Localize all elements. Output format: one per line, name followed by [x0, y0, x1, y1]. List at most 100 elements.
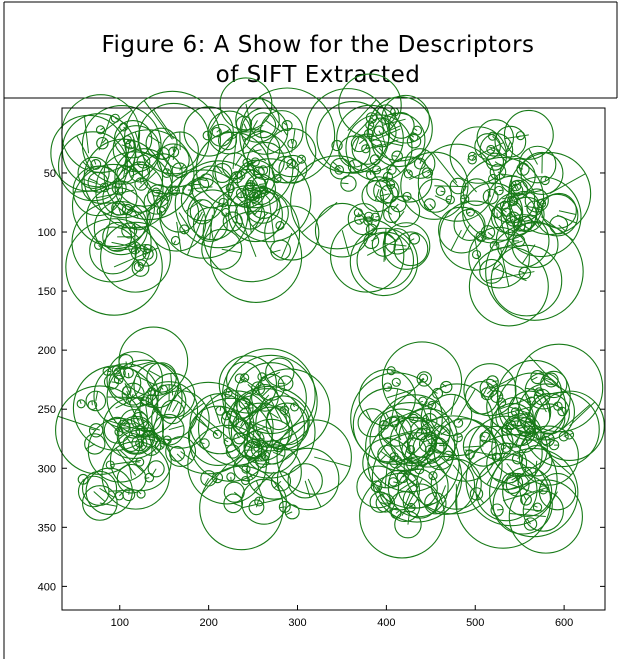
- keypoint-orientation: [377, 168, 381, 170]
- keypoint-orientation: [370, 171, 371, 175]
- keypoint-orientation: [173, 402, 179, 412]
- y-tick-label: 200: [38, 345, 56, 357]
- x-tick-label: 200: [199, 617, 217, 629]
- y-tick-label: 400: [38, 581, 56, 593]
- keypoint-orientation: [550, 174, 586, 194]
- keypoint-orientation: [488, 232, 493, 236]
- keypoint-orientation: [277, 177, 281, 179]
- keypoint-orientation: [152, 469, 156, 476]
- keypoint: [331, 219, 404, 292]
- keypoint-orientation: [267, 372, 280, 378]
- keypoint-orientation: [430, 204, 434, 208]
- y-tick-label: 300: [38, 463, 56, 475]
- keypoint-orientation: [382, 132, 386, 146]
- keypoint-orientation: [368, 221, 372, 222]
- keypoint-orientation: [279, 507, 284, 508]
- keypoint-orientation: [234, 492, 242, 498]
- keypoint: [202, 229, 242, 269]
- keypoint-orientation: [241, 499, 282, 508]
- keypoint-orientation: [562, 405, 590, 430]
- keypoint-orientation: [446, 199, 450, 200]
- keypoint-orientation: [441, 191, 445, 192]
- y-tick-label: 250: [38, 404, 56, 416]
- keypoint-orientation: [453, 465, 484, 503]
- keypoint-orientation: [94, 492, 105, 502]
- keypoint-orientation: [220, 407, 221, 411]
- keypoint: [491, 245, 562, 316]
- keypoint-orientation: [532, 377, 538, 380]
- keypoint-orientation: [96, 391, 98, 401]
- keypoint-orientation: [458, 420, 461, 423]
- keypoint: [172, 236, 180, 244]
- keypoint-orientation: [359, 139, 365, 144]
- keypoint-orientation: [387, 169, 392, 170]
- keypoint-orientation: [487, 272, 535, 281]
- keypoint-orientation: [77, 136, 93, 166]
- keypoint-orientation: [519, 271, 524, 273]
- keypoint-orientation: [491, 149, 495, 151]
- keypoint-orientation: [200, 179, 206, 180]
- keypoint-orientation: [273, 452, 284, 456]
- keypoint-orientation: [235, 155, 242, 166]
- keypoint-orientation: [305, 481, 310, 497]
- keypoint-orientation: [119, 493, 122, 496]
- keypoint: [392, 378, 400, 386]
- y-tick-label: 350: [38, 522, 56, 534]
- keypoint: [436, 187, 445, 196]
- keypoint-orientation: [534, 506, 538, 507]
- keypoint-orientation: [174, 241, 176, 245]
- x-tick-label: 500: [466, 617, 484, 629]
- figure: Figure 6: A Show for the Descriptors of …: [0, 0, 621, 659]
- caption-line: of SIFT Extracted: [216, 62, 421, 88]
- keypoint: [389, 478, 397, 486]
- keypoint-orientation: [80, 400, 81, 404]
- keypoint-orientation: [128, 373, 129, 378]
- keypoint-orientation: [358, 213, 359, 217]
- keypoint-orientation: [419, 401, 423, 402]
- keypoint-orientation: [173, 147, 174, 152]
- keypoint: [404, 170, 412, 178]
- keypoint-orientation: [291, 139, 292, 143]
- keypoint-orientation: [260, 96, 287, 135]
- keypoint-orientation: [86, 444, 95, 449]
- keypoint-orientation: [148, 135, 161, 143]
- x-tick-label: 100: [111, 617, 129, 629]
- y-tick-label: 100: [38, 227, 56, 239]
- keypoint-orientation: [233, 503, 242, 506]
- keypoint-orientation: [393, 457, 394, 461]
- keypoint-orientation: [394, 249, 411, 250]
- caption-line: Figure 6: A Show for the Descriptors: [101, 32, 534, 58]
- keypoint-orientation: [497, 509, 503, 510]
- x-tick-label: 300: [288, 617, 306, 629]
- y-tick-label: 150: [38, 286, 56, 298]
- y-tick-label: 50: [44, 168, 56, 180]
- keypoint: [360, 473, 445, 558]
- keypoint-orientation: [129, 489, 130, 495]
- keypoint-orientation: [245, 378, 248, 380]
- keypoint-orientation: [169, 426, 184, 430]
- keypoint-orientation: [458, 436, 462, 437]
- keypoint-orientation: [84, 116, 88, 153]
- keypoint-orientation: [314, 457, 350, 467]
- keypoint-orientation: [341, 183, 349, 184]
- keypoint-orientation: [396, 382, 399, 384]
- keypoint-orientation: [342, 230, 349, 256]
- keypoint-orientation: [134, 415, 140, 421]
- keypoint-orientation: [225, 440, 229, 442]
- keypoint-orientation: [559, 211, 576, 215]
- x-tick-label: 600: [555, 617, 573, 629]
- keypoint-orientation: [127, 391, 128, 395]
- page: Figure 6: A Show for the Descriptors of …: [0, 0, 621, 659]
- keypoint-orientation: [393, 482, 397, 483]
- keypoint-orientation: [94, 160, 96, 165]
- keypoint-orientation: [308, 479, 321, 507]
- keypoint-orientation: [380, 194, 389, 196]
- keypoint-orientation: [503, 210, 506, 213]
- keypoint-orientation: [281, 233, 291, 258]
- keypoint-orientation: [370, 125, 374, 127]
- keypoint-orientation: [523, 495, 526, 500]
- keypoint-orientation: [222, 249, 242, 253]
- keypoint: [512, 222, 558, 268]
- keypoint-orientation: [467, 212, 471, 214]
- keypoint: [201, 471, 216, 486]
